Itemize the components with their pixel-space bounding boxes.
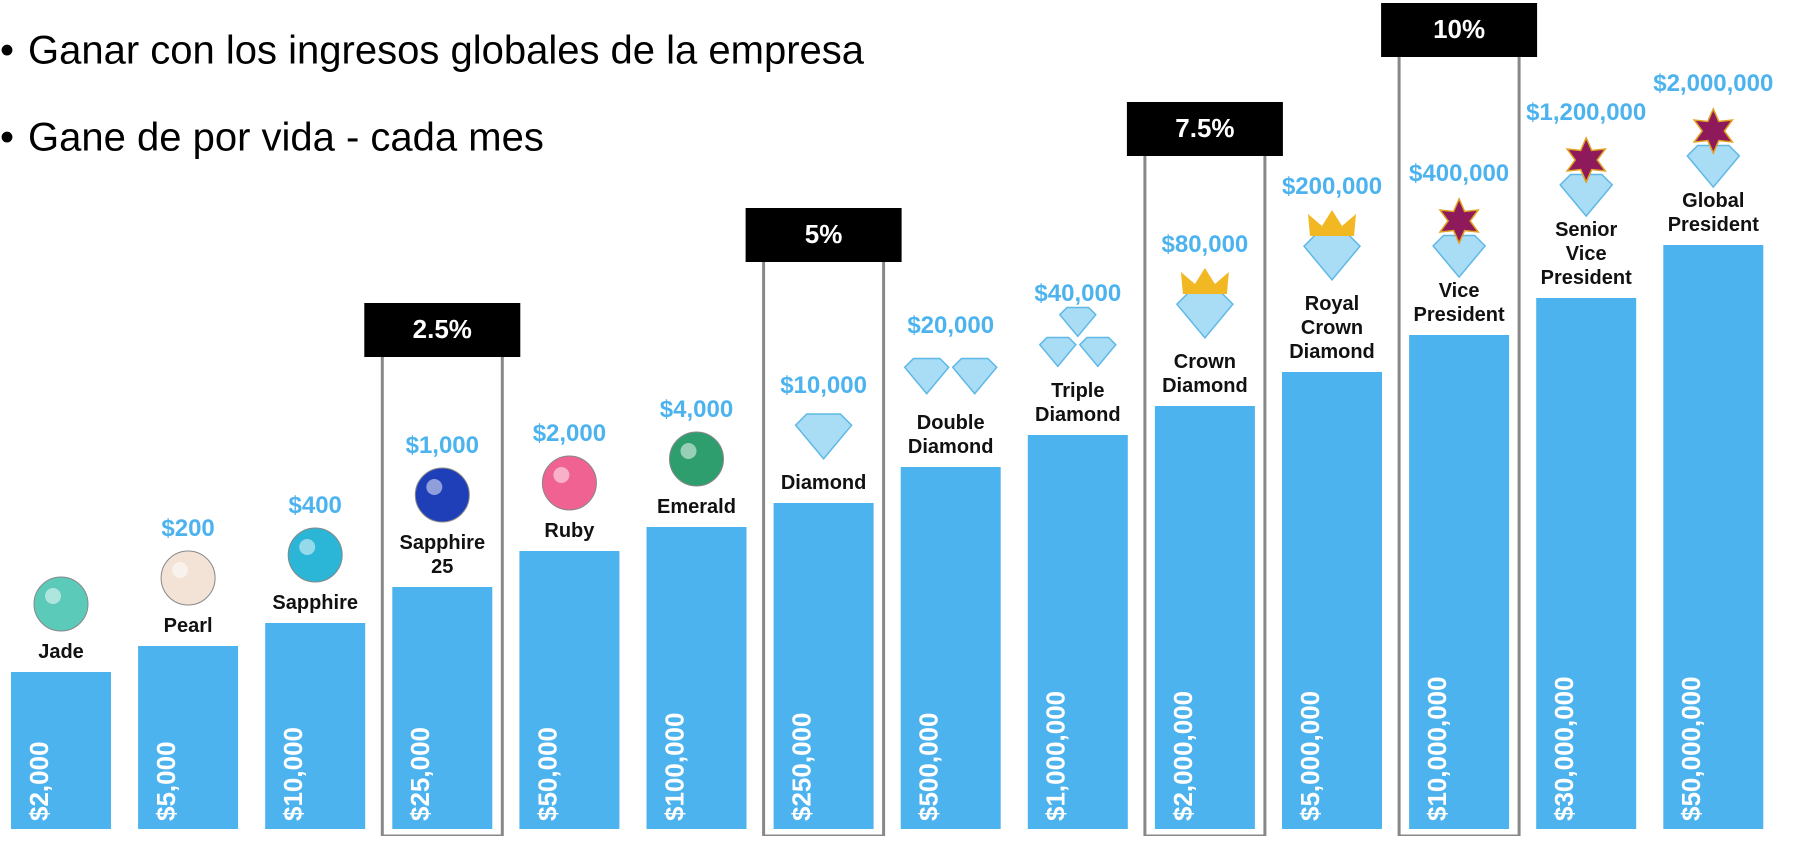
bullet-text: Gane de por vida - cada mes bbox=[28, 116, 544, 160]
gem-icon bbox=[415, 468, 469, 522]
volume-label: $50,000 bbox=[532, 727, 562, 821]
gem-icon bbox=[542, 456, 596, 510]
volume-label: $100,000 bbox=[659, 713, 689, 821]
tier-label: 7.5% bbox=[1175, 113, 1234, 143]
bonus-label: $20,000 bbox=[907, 312, 994, 339]
gem-icon bbox=[288, 528, 342, 582]
bonus-label: $200,000 bbox=[1282, 173, 1382, 200]
bonus-label: $200 bbox=[161, 515, 214, 542]
bonus-label: $1,000 bbox=[406, 432, 479, 459]
gem-shine bbox=[172, 562, 188, 578]
bonus-label: $4,000 bbox=[660, 396, 733, 423]
bonus-label: $2,000 bbox=[533, 420, 606, 447]
volume-label: $5,000,000 bbox=[1295, 691, 1325, 821]
diamond-icon bbox=[1080, 338, 1116, 367]
bonus-label: $400 bbox=[289, 492, 342, 519]
gem-icon bbox=[34, 577, 88, 631]
bonus-label: $80,000 bbox=[1162, 231, 1249, 258]
gem-shine bbox=[553, 467, 569, 483]
volume-label: $25,000 bbox=[405, 727, 435, 821]
diamond-icon bbox=[1060, 308, 1096, 337]
diamond-icon bbox=[796, 414, 852, 459]
page: • Ganar con los ingresos globales de la … bbox=[0, 0, 1800, 836]
volume-label: $250,000 bbox=[786, 713, 816, 821]
diamond-icon bbox=[1304, 235, 1360, 280]
rank-name: Diamond bbox=[781, 472, 867, 494]
diamond-icon bbox=[1177, 293, 1233, 338]
crown-icon bbox=[1181, 268, 1229, 294]
bonus-label: $2,000,000 bbox=[1653, 70, 1773, 97]
tier-label: 10% bbox=[1433, 14, 1485, 44]
bullet-dot: • bbox=[0, 29, 14, 73]
volume-label: $500,000 bbox=[914, 713, 944, 821]
volume-label: $10,000,000 bbox=[1422, 676, 1452, 821]
gem-shine bbox=[45, 588, 61, 604]
diamond-icon bbox=[1040, 338, 1076, 367]
rank-name: Ruby bbox=[544, 520, 595, 542]
bullet-text: Ganar con los ingresos globales de la em… bbox=[28, 29, 865, 73]
bonus-label: $10,000 bbox=[780, 372, 867, 399]
gem-icon bbox=[161, 551, 215, 605]
bonus-label: $1,200,000 bbox=[1526, 99, 1646, 126]
volume-label: $1,000,000 bbox=[1041, 691, 1071, 821]
rank-name: Emerald bbox=[657, 496, 736, 518]
volume-label: $50,000,000 bbox=[1676, 676, 1706, 821]
crown-icon bbox=[1308, 210, 1356, 236]
tier-label: 5% bbox=[805, 219, 843, 249]
volume-label: $2,000 bbox=[24, 741, 54, 821]
diamond-icon bbox=[953, 359, 997, 394]
gem-icon bbox=[670, 432, 724, 486]
infographic: • Ganar con los ingresos globales de la … bbox=[0, 0, 1800, 836]
diamond-icon bbox=[905, 359, 949, 394]
tier-label: 2.5% bbox=[413, 314, 472, 344]
rank-name: Jade bbox=[38, 641, 84, 663]
volume-label: $5,000 bbox=[151, 741, 181, 821]
bonus-label: $40,000 bbox=[1034, 280, 1121, 307]
volume-label: $10,000 bbox=[278, 727, 308, 821]
gem-shine bbox=[299, 539, 315, 555]
volume-label: $30,000,000 bbox=[1549, 676, 1579, 821]
volume-label: $2,000,000 bbox=[1168, 691, 1198, 821]
bullet-dot: • bbox=[0, 116, 14, 160]
bonus-label: $400,000 bbox=[1409, 160, 1509, 187]
gem-shine bbox=[681, 443, 697, 459]
gem-shine bbox=[426, 479, 442, 495]
rank-name: Sapphire bbox=[272, 592, 358, 614]
rank-name: Pearl bbox=[164, 615, 213, 637]
